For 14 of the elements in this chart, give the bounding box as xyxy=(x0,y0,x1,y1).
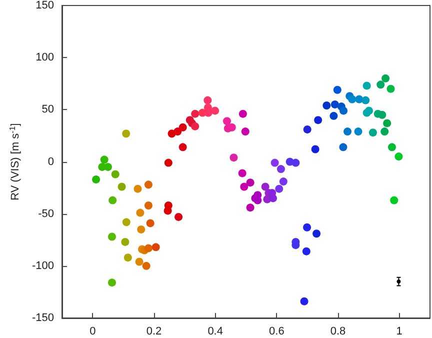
y-tick-label: 0 xyxy=(48,156,54,168)
y-tick-label: -150 xyxy=(32,312,54,324)
y-tick-label: -100 xyxy=(32,260,54,272)
x-tick-label: 1 xyxy=(396,326,402,338)
x-tick-label: 0.6 xyxy=(269,326,284,338)
y-tick-label: 150 xyxy=(36,0,54,12)
x-tick-label: 0.2 xyxy=(146,326,162,338)
x-tick-label: 0 xyxy=(90,326,96,338)
y-axis-title: RV (VIS) [m s-1] xyxy=(8,123,22,200)
y-tick-label: 50 xyxy=(42,104,54,116)
x-tick-label: 0.4 xyxy=(208,326,223,338)
y-tick-label: 100 xyxy=(36,52,54,64)
x-tick-label: 0.8 xyxy=(330,326,346,338)
y-tick-label: -50 xyxy=(38,208,54,220)
